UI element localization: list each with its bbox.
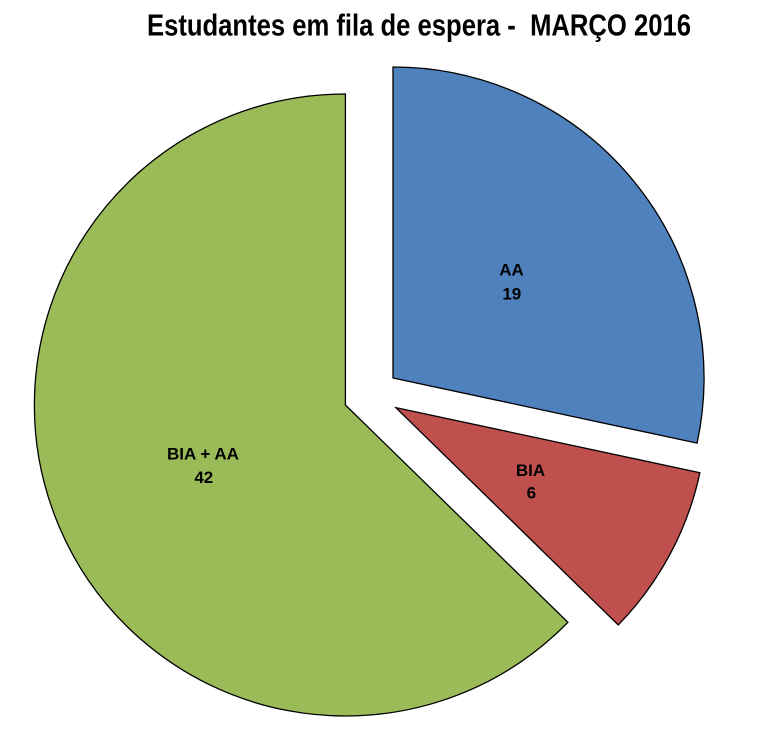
svg-text:19: 19 <box>502 284 521 303</box>
svg-text:BIA + AA: BIA + AA <box>167 445 239 464</box>
svg-text:6: 6 <box>527 484 536 503</box>
svg-text:BIA: BIA <box>516 461 545 480</box>
svg-text:AA: AA <box>499 261 524 280</box>
svg-text:Estudantes em fila de espera -: Estudantes em fila de espera - MARÇO 201… <box>147 8 691 43</box>
svg-text:42: 42 <box>194 468 213 487</box>
